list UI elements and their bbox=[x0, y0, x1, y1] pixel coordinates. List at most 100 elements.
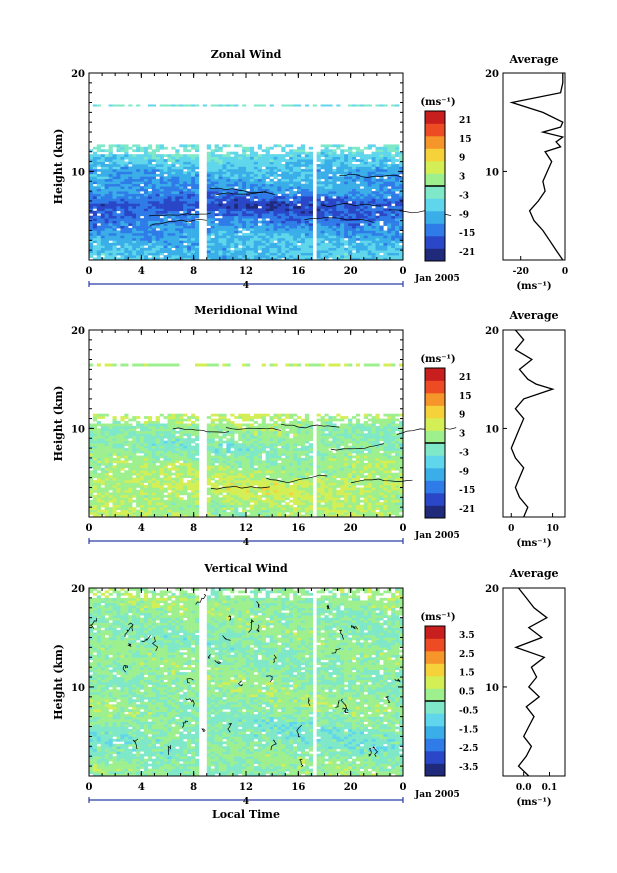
data-cell bbox=[210, 509, 215, 513]
data-cell bbox=[179, 502, 184, 505]
data-cell bbox=[371, 240, 376, 244]
data-cell bbox=[143, 186, 149, 189]
data-cell bbox=[159, 154, 164, 157]
data-cell bbox=[132, 460, 137, 464]
data-cell bbox=[143, 487, 149, 491]
data-cell bbox=[316, 183, 321, 187]
data-cell bbox=[124, 151, 129, 155]
data-cell bbox=[163, 255, 168, 258]
data-cell bbox=[249, 193, 255, 197]
data-cell bbox=[128, 203, 133, 207]
data-cell bbox=[371, 250, 376, 253]
data-cell bbox=[140, 220, 145, 224]
data-cell bbox=[316, 237, 321, 241]
data-cell bbox=[214, 183, 219, 187]
data-cell bbox=[391, 181, 396, 185]
data-cell bbox=[179, 453, 184, 456]
data-cell bbox=[222, 203, 227, 207]
data-cell bbox=[147, 492, 153, 496]
data-cell bbox=[89, 453, 94, 456]
data-cell bbox=[285, 250, 290, 253]
data-cell bbox=[304, 208, 310, 212]
data-cell bbox=[136, 477, 141, 481]
data-cell bbox=[151, 450, 156, 454]
data-cell bbox=[273, 250, 278, 253]
data-cell bbox=[359, 191, 364, 194]
data-cell bbox=[230, 245, 235, 248]
data-cell bbox=[320, 242, 325, 246]
data-cell bbox=[399, 198, 404, 202]
data-cell bbox=[222, 144, 227, 148]
data-cell bbox=[104, 475, 109, 478]
data-cell bbox=[265, 183, 270, 187]
data-cell bbox=[230, 433, 235, 437]
data-cell bbox=[151, 196, 156, 199]
data-cell bbox=[214, 247, 219, 251]
data-cell bbox=[187, 156, 192, 160]
data-cell bbox=[238, 159, 243, 162]
data-cell bbox=[206, 181, 211, 185]
data-cell bbox=[187, 144, 192, 148]
data-cell bbox=[226, 507, 231, 510]
data-cell bbox=[104, 169, 109, 172]
data-cell bbox=[273, 193, 278, 197]
data-cell bbox=[277, 235, 282, 239]
data-cell bbox=[183, 220, 188, 224]
data-cell bbox=[171, 453, 176, 456]
data-cell bbox=[340, 225, 345, 229]
data-cell bbox=[143, 472, 149, 476]
data-cell bbox=[96, 494, 101, 498]
data-cell bbox=[359, 220, 364, 224]
data-cell bbox=[348, 210, 353, 214]
data-cell bbox=[379, 245, 384, 248]
data-cell bbox=[89, 430, 94, 434]
data-cell bbox=[391, 250, 396, 253]
data-cell bbox=[359, 149, 364, 153]
data-cell bbox=[147, 455, 153, 459]
data-cell bbox=[124, 220, 129, 224]
data-cell bbox=[320, 240, 325, 244]
data-cell bbox=[171, 203, 176, 207]
data-cell bbox=[234, 213, 239, 217]
data-cell bbox=[218, 149, 223, 153]
data-cell bbox=[395, 252, 400, 256]
data-cell bbox=[214, 146, 219, 150]
data-cell bbox=[96, 154, 101, 157]
data-cell bbox=[206, 210, 211, 214]
data-cell bbox=[179, 440, 184, 444]
data-cell bbox=[187, 472, 192, 476]
data-cell bbox=[304, 154, 310, 157]
data-cell bbox=[387, 230, 392, 234]
data-cell bbox=[167, 183, 172, 187]
data-cell bbox=[147, 465, 153, 469]
data-cell bbox=[257, 196, 262, 199]
data-cell bbox=[187, 208, 192, 212]
data-cell bbox=[96, 416, 101, 419]
data-cell bbox=[92, 169, 98, 172]
data-cell bbox=[195, 460, 200, 464]
data-cell bbox=[340, 230, 345, 234]
data-cell bbox=[120, 198, 125, 202]
data-cell bbox=[222, 487, 227, 491]
data-cell bbox=[159, 230, 164, 234]
data-cell bbox=[140, 428, 145, 432]
data-cell bbox=[108, 426, 113, 429]
data-cell bbox=[391, 247, 396, 251]
data-cell bbox=[112, 480, 117, 483]
data-cell bbox=[222, 257, 227, 261]
data-cell bbox=[100, 467, 105, 471]
data-cell bbox=[214, 504, 219, 508]
data-cell bbox=[375, 169, 380, 172]
data-cell bbox=[128, 178, 133, 182]
data-cell bbox=[257, 173, 262, 177]
data-cell bbox=[171, 477, 176, 481]
data-cell bbox=[175, 242, 180, 246]
data-cell bbox=[206, 430, 211, 434]
data-cell bbox=[391, 176, 396, 180]
data-cell bbox=[175, 151, 180, 155]
data-cell bbox=[128, 220, 133, 224]
data-cell bbox=[191, 200, 196, 204]
data-cell bbox=[183, 413, 188, 417]
data-cell bbox=[143, 149, 149, 153]
data-cell bbox=[108, 154, 113, 157]
